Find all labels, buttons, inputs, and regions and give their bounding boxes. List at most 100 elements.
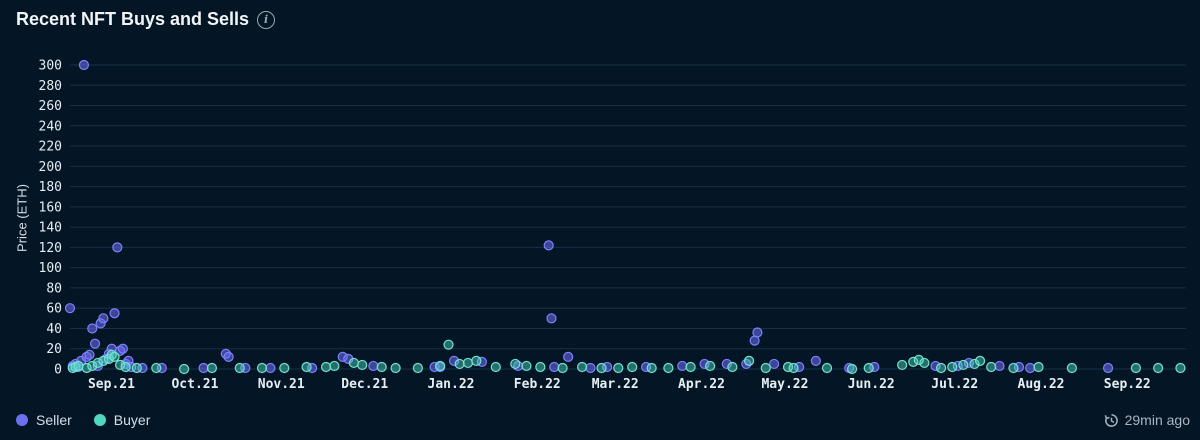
seller-swatch [16, 414, 28, 426]
seller-point [109, 308, 120, 319]
buyer-point [1033, 361, 1044, 373]
x-tick-label: Apr.22 [678, 377, 725, 392]
seller-point [1102, 362, 1114, 374]
buyer-point [131, 362, 142, 374]
buyer-point [596, 362, 607, 374]
y-tick-label: 280 [39, 79, 62, 94]
seller-point [64, 303, 76, 314]
buyer-point [443, 339, 454, 350]
buyer-point [471, 355, 482, 366]
seller-point [117, 343, 128, 354]
buyer-point [114, 359, 126, 371]
seller-point [585, 362, 596, 374]
buyer-point [958, 359, 969, 371]
x-tick-label: Aug.22 [1018, 377, 1065, 392]
buyer-point [646, 362, 657, 374]
legend-item-buyer[interactable]: Buyer [93, 412, 151, 428]
buyer-point [821, 362, 833, 374]
seller-point [78, 59, 90, 71]
seller-point [1025, 362, 1036, 374]
y-tick-label: 20 [46, 342, 62, 357]
y-tick-label: 0 [54, 363, 62, 378]
buyer-point [947, 361, 958, 373]
x-tick-label: Feb.22 [514, 377, 561, 392]
y-tick-label: 260 [39, 99, 62, 114]
seller-point [89, 338, 101, 349]
seller-point [994, 360, 1005, 372]
seller-point [563, 351, 574, 362]
buyer-point [557, 362, 568, 374]
seller-point [543, 240, 554, 251]
buyer-point [521, 360, 532, 372]
buyer-point [685, 361, 696, 373]
buyer-point [81, 362, 92, 374]
buyer-point [760, 362, 771, 374]
buyer-point [908, 356, 919, 368]
data-points [64, 59, 1186, 375]
y-axis-ticks: 0 20 40 60 80 100 120 140 160 180 200 220 240 260 280 3… [39, 59, 62, 378]
y-tick-label: 100 [39, 261, 62, 276]
buyer-point [935, 362, 947, 374]
buyer-point [897, 359, 908, 371]
buyer-point [120, 361, 131, 373]
buyer-point [576, 361, 588, 373]
buyer-point [663, 362, 674, 374]
buyer-point [627, 361, 638, 373]
buyer-point [87, 360, 98, 372]
buyer-point [1008, 362, 1019, 374]
buyer-point [151, 362, 162, 374]
x-tick-label: Mar.22 [592, 377, 639, 392]
buyer-point [256, 362, 268, 374]
buyer-point [348, 357, 359, 369]
x-tick-label: May.22 [761, 377, 808, 392]
buyer-point [412, 362, 423, 374]
buyer-point [179, 363, 190, 375]
buyer-point [462, 357, 474, 369]
seller-point [769, 358, 780, 370]
y-tick-label: 120 [39, 241, 62, 256]
legend-buyer-label: Buyer [113, 412, 151, 428]
buyer-point [329, 360, 340, 372]
y-tick-label: 200 [39, 160, 62, 175]
x-tick-label: Jul.22 [931, 377, 978, 392]
x-tick-label: Jan.22 [428, 377, 475, 392]
y-tick-label: 300 [39, 59, 62, 74]
x-axis-ticks: Sep.21 Oct.21 Nov.21 Dec.21 Jan.22 Feb.22 Mar.… [88, 377, 1151, 392]
buyer-point [510, 358, 521, 370]
buyer-point [73, 360, 84, 372]
buyer-point [1153, 362, 1164, 374]
seller-point [112, 242, 123, 253]
chart-title-bar: Recent NFT Buys and Sells i [16, 9, 276, 30]
buyer-point [390, 362, 401, 374]
buyer-point [863, 362, 874, 374]
buyer-point [743, 355, 755, 366]
seller-point [721, 358, 732, 370]
legend: Seller Buyer [16, 412, 150, 428]
buyer-point [846, 363, 858, 375]
legend-item-seller[interactable]: Seller [16, 412, 72, 428]
y-tick-label: 160 [39, 200, 62, 215]
x-tick-label: Oct.21 [171, 377, 218, 392]
y-tick-label: 140 [39, 221, 62, 236]
buyer-point [320, 361, 332, 373]
x-tick-label: Sep.22 [1104, 377, 1151, 392]
buyer-point [535, 361, 546, 373]
x-tick-label: Nov.21 [258, 377, 305, 392]
buyer-point [1130, 362, 1142, 374]
buyer-point [206, 362, 218, 374]
seller-point [546, 313, 557, 324]
buyer-point [913, 354, 924, 365]
buyer-point [454, 358, 465, 370]
seller-point [368, 360, 379, 372]
buyer-point [301, 361, 312, 373]
x-tick-label: Jun.22 [848, 377, 895, 392]
buyer-swatch [93, 414, 106, 426]
seller-point [752, 327, 763, 338]
buyer-point [92, 357, 103, 369]
chart-title: Recent NFT Buys and Sells [16, 9, 250, 29]
grid-lines [70, 64, 1186, 370]
info-icon[interactable]: i [257, 10, 276, 29]
seller-point [810, 355, 821, 366]
buyer-point [376, 361, 387, 373]
seller-point [549, 361, 560, 373]
